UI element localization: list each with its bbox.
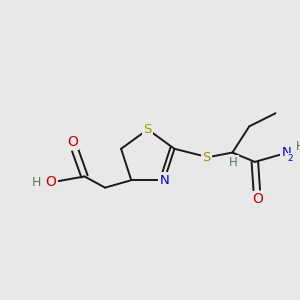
Text: H: H	[32, 176, 41, 189]
Text: N: N	[282, 146, 292, 159]
Text: N: N	[159, 174, 169, 187]
Text: 2: 2	[288, 154, 293, 163]
Text: H: H	[296, 140, 300, 153]
Text: S: S	[202, 151, 210, 164]
Text: S: S	[144, 123, 152, 136]
Text: O: O	[252, 192, 263, 206]
Text: H: H	[229, 156, 238, 169]
Text: O: O	[67, 135, 78, 149]
Text: O: O	[45, 175, 56, 189]
